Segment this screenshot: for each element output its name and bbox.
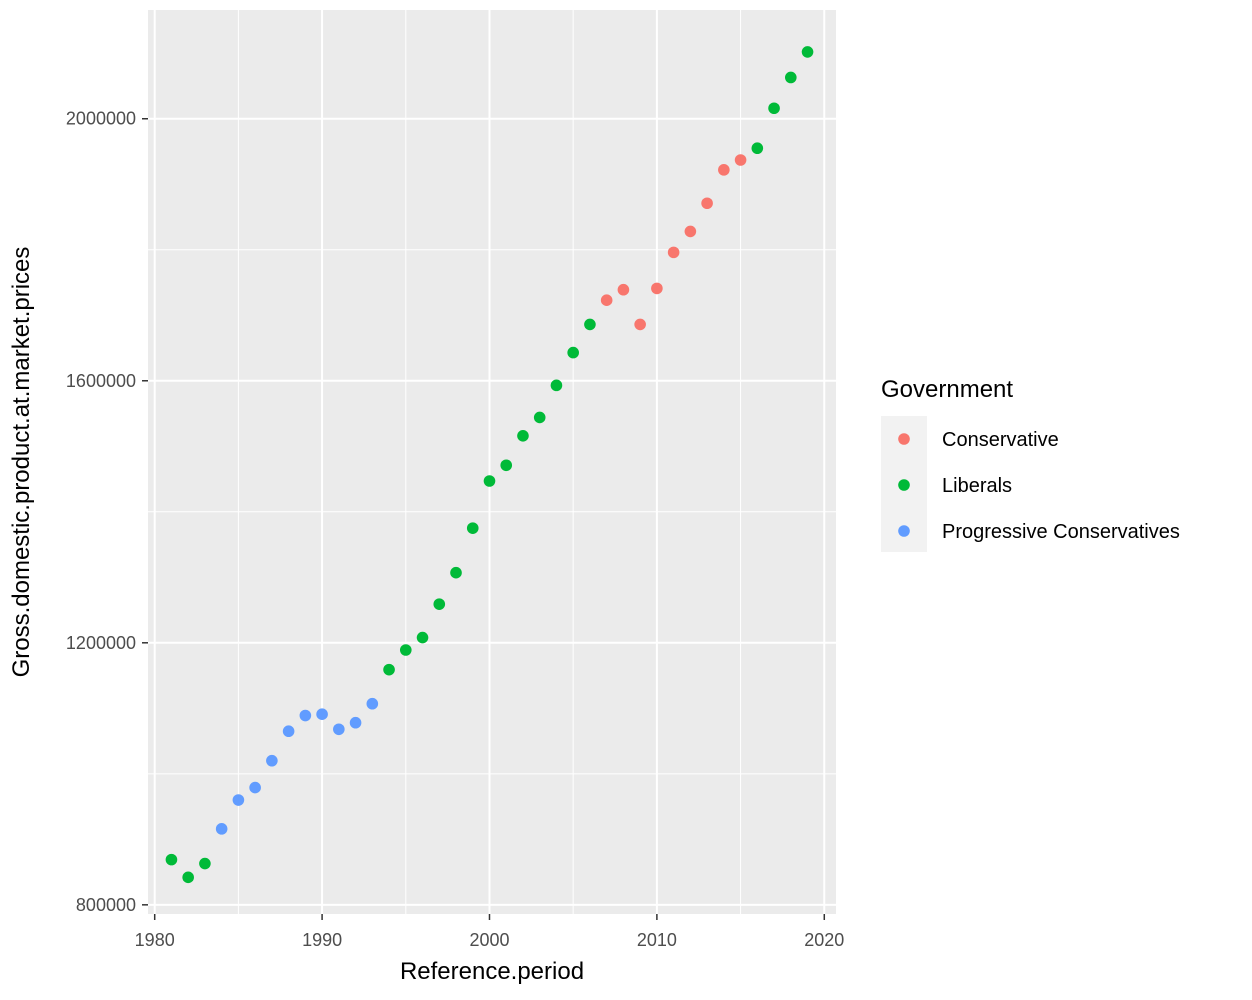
data-point-liberals: [500, 459, 513, 472]
legend-label-conservative: Conservative: [942, 429, 1059, 451]
x-tick-label: 2020: [804, 930, 844, 950]
x-tick-label: 2000: [469, 930, 509, 950]
data-point-liberals: [383, 663, 395, 676]
x-tick-label: 2010: [637, 930, 677, 950]
x-tick-label: 1980: [135, 930, 175, 950]
legend-key-liberals: [898, 479, 910, 491]
legend-key-progressive-conservatives: [898, 525, 910, 537]
data-point-liberals: [567, 346, 579, 359]
data-point-liberals: [550, 379, 563, 392]
x-axis-title: Reference.period: [400, 958, 584, 985]
legend: Government Conservative Liberals Progressi…: [881, 376, 1180, 552]
data-point-progressive-conservatives: [266, 754, 278, 767]
data-point-liberals: [433, 598, 446, 610]
data-point-progressive-conservatives: [349, 716, 362, 729]
data-point-progressive-conservatives: [333, 723, 345, 736]
data-point-progressive-conservatives: [215, 823, 228, 835]
data-point-progressive-conservatives: [366, 697, 379, 710]
y-axis-title: Gross.domestic.product.at.market.prices: [8, 247, 35, 678]
legend-label-progressive-conservatives: Progressive Conservatives: [942, 521, 1180, 543]
data-point-conservative: [600, 294, 613, 306]
data-point-liberals: [785, 71, 797, 84]
data-point-conservative: [734, 154, 747, 166]
data-point-liberals: [450, 566, 462, 579]
data-point-liberals: [768, 102, 780, 115]
data-point-liberals: [584, 318, 596, 331]
legend-label-liberals: Liberals: [942, 475, 1012, 497]
data-point-progressive-conservatives: [249, 781, 261, 794]
data-point-liberals: [416, 631, 429, 644]
data-point-progressive-conservatives: [282, 725, 295, 738]
legend-title: Government: [881, 376, 1013, 403]
data-point-progressive-conservatives: [232, 794, 245, 806]
data-point-liberals: [466, 522, 479, 534]
legend-items: Conservative Liberals Progressive Conserva…: [898, 429, 1180, 543]
legend-key-conservative: [898, 433, 910, 445]
data-point-liberals: [399, 644, 412, 656]
major-gridlines: [148, 10, 836, 914]
data-point-liberals: [483, 475, 496, 487]
data-point-conservative: [701, 197, 713, 210]
plot-panel: [148, 10, 836, 914]
data-point-liberals: [517, 429, 529, 442]
y-tick-label: 1200000: [66, 633, 136, 653]
data-point-liberals: [165, 853, 178, 866]
y-tick-label: 1600000: [66, 371, 136, 391]
data-point-liberals: [182, 871, 194, 884]
data-points: [165, 46, 814, 884]
data-point-liberals: [801, 46, 814, 58]
data-point-conservative: [651, 282, 663, 295]
data-point-liberals: [751, 142, 764, 155]
data-point-conservative: [718, 164, 730, 176]
y-axis-ticks: 800000 1200000 1600000 2000000: [66, 109, 148, 915]
data-point-liberals: [533, 411, 546, 424]
data-point-progressive-conservatives: [299, 709, 312, 722]
data-point-conservative: [667, 246, 680, 259]
x-tick-label: 1990: [302, 930, 342, 950]
data-point-conservative: [634, 318, 646, 331]
data-point-conservative: [617, 283, 630, 296]
y-tick-label: 800000: [76, 895, 136, 915]
y-tick-label: 2000000: [66, 109, 136, 129]
data-point-conservative: [684, 225, 697, 238]
x-axis-ticks: 1980 1990 2000 2010 2020: [135, 914, 844, 950]
data-point-liberals: [199, 857, 211, 870]
data-point-progressive-conservatives: [316, 708, 328, 721]
